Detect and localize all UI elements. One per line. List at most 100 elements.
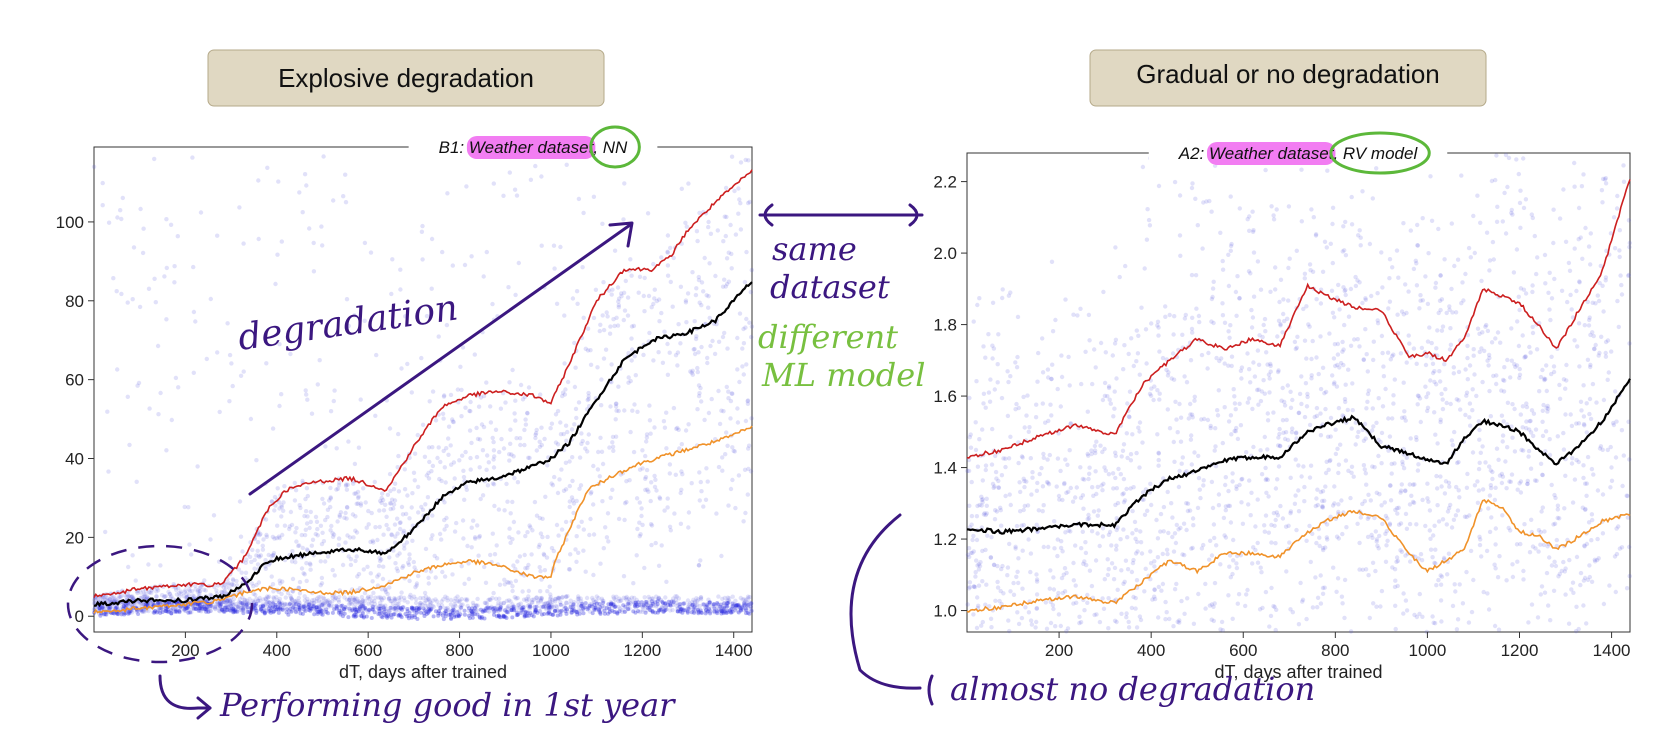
scatter-point [199,606,204,611]
scatter-point [416,573,421,579]
scatter-point [716,464,722,470]
scatter-point [1585,454,1591,460]
scatter-point [399,590,404,595]
scatter-point [100,180,105,186]
scatter-point [366,601,371,606]
scatter-point [975,503,980,509]
scatter-point [1082,559,1087,564]
scatter-point [553,597,558,602]
scatter-point [1489,340,1495,345]
scatter-point [253,592,258,598]
scatter-point [1156,333,1161,338]
scatter-point [393,596,398,602]
scatter-point [1034,522,1039,527]
scatter-point [514,193,520,198]
scatter-point [1114,376,1119,381]
scatter-point [731,602,737,608]
scatter-point [264,361,269,366]
scatter-point [412,451,418,456]
scatter-point [351,597,357,602]
scatter-point [611,317,616,322]
scatter-point [568,552,573,557]
scatter-point [1423,274,1428,279]
scatter-point [486,597,491,603]
scatter-point [474,425,479,431]
scatter-point [1299,401,1304,407]
scatter-point [326,611,330,616]
scatter-point [134,609,139,614]
scatter-point [277,403,282,409]
scatter-point [397,520,403,526]
scatter-point [602,608,607,613]
scatter-point [1320,269,1326,274]
scatter-point [1380,521,1385,527]
scatter-point [617,596,622,601]
scatter-point [457,598,462,603]
scatter-point [508,599,513,604]
scatter-point [231,606,236,611]
scatter-point [1590,330,1595,335]
scatter-point [1448,401,1453,407]
scatter-point [256,598,261,603]
scatter-point [1121,367,1126,372]
scatter-point [1424,354,1429,359]
scatter-point [600,604,605,609]
scatter-point [588,491,593,496]
scatter-point [1266,372,1272,377]
scatter-point [402,546,407,551]
scatter-point [475,596,480,602]
scatter-point [701,504,706,509]
scatter-point [644,602,650,607]
scatter-point [1390,565,1395,570]
scatter-point [644,601,649,607]
scatter-point [116,612,121,617]
scatter-point [437,609,441,613]
scatter-point [1367,615,1373,621]
scatter-point [131,245,137,250]
scatter-point [225,607,230,612]
scatter-point [1011,592,1017,597]
scatter-point [1614,551,1620,557]
scatter-point [1578,582,1583,588]
scatter-point [743,599,748,604]
scatter-point [1078,620,1084,625]
scatter-point [1612,554,1618,559]
scatter-point [366,594,371,599]
scatter-point [614,594,619,599]
x-axis-label: dT, days after trained [339,662,507,682]
scatter-point [315,382,320,387]
scatter-point [244,329,249,334]
scatter-point [992,562,997,568]
scatter-point [738,201,743,206]
scatter-point [974,625,980,631]
scatter-point [1332,342,1338,347]
scatter-point [580,601,585,606]
scatter-point [1172,314,1177,319]
scatter-point [643,453,648,459]
scatter-point [262,611,267,616]
scatter-point [1470,450,1476,455]
scatter-point [379,596,384,601]
scatter-point [636,290,641,295]
scatter-point [1335,446,1340,451]
scatter-point [581,210,586,216]
scatter-point [101,595,107,600]
scatter-point [1281,311,1286,317]
scatter-point [1563,386,1568,391]
scatter-point [1475,326,1481,331]
scatter-point [202,578,207,583]
scatter-point [1488,414,1494,419]
scatter-point [106,220,112,225]
scatter-point [1068,421,1073,427]
scatter-point [433,575,438,580]
scatter-point [1169,501,1174,506]
scatter-point [1067,448,1072,453]
scatter-point [91,164,97,169]
scatter-point [1005,565,1011,570]
scatter-point [530,600,535,605]
scatter-point [735,603,740,608]
scatter-point [164,609,169,613]
scatter-point [1412,482,1417,487]
scatter-point [656,350,661,355]
scatter-point [1424,394,1429,400]
